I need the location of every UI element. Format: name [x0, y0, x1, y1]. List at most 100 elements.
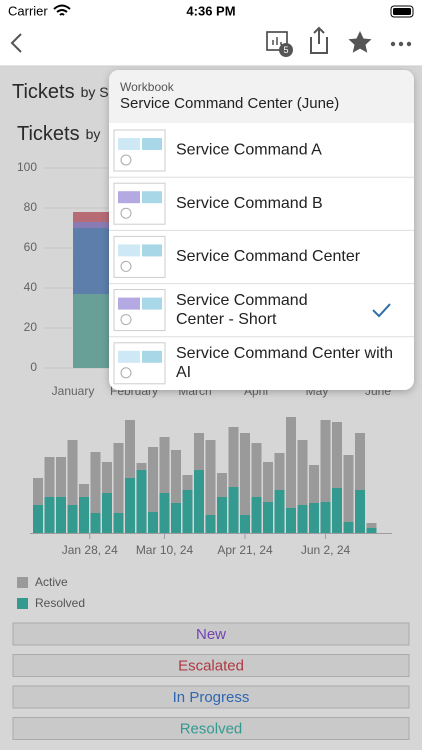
views-icon [272, 37, 282, 45]
bar [274, 453, 285, 490]
back-button[interactable] [10, 33, 22, 53]
chart-title-main: Tickets [17, 123, 80, 145]
bar [171, 450, 181, 503]
carrier: Carrier [8, 3, 48, 18]
popup-title: Service Command Center (June) [120, 95, 339, 112]
more-dot[interactable] [406, 41, 412, 47]
thumbnail-art [142, 191, 162, 204]
filter-button[interactable] [12, 654, 410, 677]
bar [182, 490, 193, 533]
legend-swatch [17, 598, 28, 609]
chart-title: Tickets by [17, 123, 100, 145]
bar [67, 505, 78, 533]
views-button[interactable] [266, 31, 288, 51]
favorite-button[interactable] [348, 31, 372, 53]
item-name: AI [176, 364, 191, 381]
bar [228, 487, 239, 533]
item-name: Service Command Center [176, 248, 361, 265]
bar [56, 497, 66, 533]
chart-title-by: by [86, 126, 101, 142]
thumbnail [113, 182, 166, 225]
bar [90, 513, 101, 533]
y-tick-label: 80 [24, 200, 38, 214]
bar [148, 512, 158, 533]
bar [159, 437, 170, 493]
x-tick-label: January [52, 384, 95, 398]
thumbnail-art [118, 191, 140, 204]
bar [309, 465, 319, 503]
x-tick-label: Mar 10, 24 [136, 543, 194, 557]
thumbnail-art [120, 260, 132, 272]
popup: Workbook Service Command Center (June) S… [109, 70, 414, 390]
x-tick-label: Apr 21, 24 [217, 543, 273, 557]
thumbnail-art [142, 244, 162, 257]
legend-label: Resolved [35, 596, 85, 610]
thumbnail-art [118, 297, 140, 310]
bar [320, 502, 331, 533]
bar [366, 528, 377, 533]
filter-button[interactable] [12, 717, 410, 740]
bar [251, 497, 262, 533]
bar [125, 420, 135, 478]
bar [251, 443, 262, 497]
bar [113, 513, 124, 533]
bar [240, 433, 250, 515]
bar [240, 515, 250, 533]
thumbnail-art [118, 138, 140, 150]
thumbnail [113, 342, 166, 385]
bar [332, 488, 342, 533]
filter-button-label: In Progress [173, 689, 250, 706]
battery-fill [393, 8, 411, 15]
legend-swatch [17, 577, 28, 588]
bar [56, 457, 66, 497]
popup-label: Workbook [120, 80, 175, 94]
thumbnail-art [142, 138, 162, 150]
filter-button[interactable] [12, 622, 410, 646]
sheet-title-main: Tickets [12, 81, 75, 103]
y-tick-label: 0 [30, 360, 37, 374]
thumbnail-art [120, 154, 132, 166]
bar [79, 497, 89, 533]
checkmark [372, 303, 391, 318]
bar [286, 417, 296, 508]
bar [274, 490, 285, 533]
share-button[interactable] [310, 26, 328, 54]
y-tick-label: 40 [24, 280, 38, 294]
bar [136, 470, 147, 533]
status-bar: Carrier 4:36 PM [0, 0, 422, 66]
filter-button[interactable] [12, 685, 410, 709]
filter-button-label: Resolved [180, 720, 243, 737]
bar [355, 490, 365, 533]
thumbnail [113, 129, 166, 172]
bar [90, 452, 101, 513]
nav-bar: 5 [0, 26, 422, 67]
sheet-title-by: by S [81, 84, 109, 100]
more-dot[interactable] [390, 41, 396, 47]
thumbnail-art [120, 207, 132, 219]
item-name: Service Command [176, 292, 308, 309]
badge [279, 43, 293, 57]
item-name: Center - Short [176, 311, 277, 328]
bar [102, 462, 112, 493]
bar [125, 478, 135, 533]
bar [217, 473, 227, 497]
bar [33, 478, 43, 505]
thumbnail-art [120, 367, 132, 379]
x-tick-label: Jun 2, 24 [301, 543, 351, 557]
item-name: Service Command B [176, 195, 323, 212]
thumbnail-art [118, 244, 140, 257]
bar [102, 493, 112, 533]
bar [113, 443, 124, 513]
bar [297, 440, 308, 505]
bar [79, 484, 89, 497]
bar [263, 462, 273, 502]
x-tick-label: Jan 28, 24 [62, 543, 118, 557]
bar [263, 502, 273, 533]
bar [355, 433, 365, 490]
bar [286, 508, 296, 533]
thumbnail [113, 235, 166, 278]
more-dot[interactable] [398, 41, 404, 47]
bar [171, 503, 181, 533]
y-tick-label: 100 [17, 160, 37, 174]
sheet-title: Tickets by S [12, 81, 109, 103]
